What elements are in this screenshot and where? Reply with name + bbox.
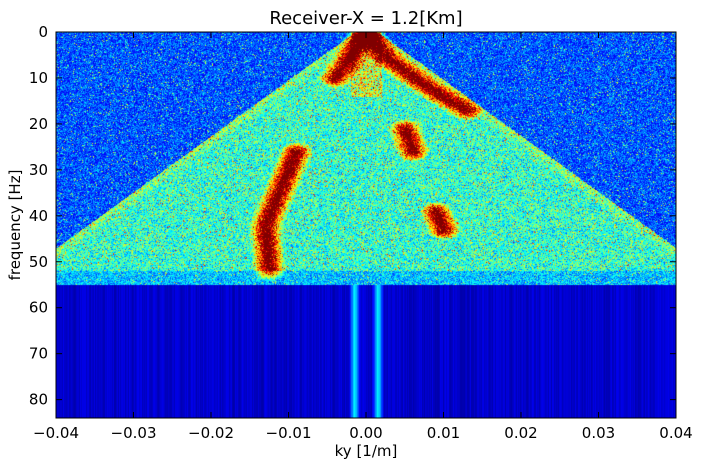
y-ticks: 0 10 20 30 40 50 60 70 80 <box>29 23 676 409</box>
x-tick-label: 0.01 <box>427 424 460 442</box>
x-tick-label: 0.02 <box>504 424 537 442</box>
x-tick-label: −0.04 <box>33 424 79 442</box>
x-tick-label: −0.03 <box>111 424 157 442</box>
x-axis-label: ky [1/m] <box>335 442 398 460</box>
y-tick-label: 30 <box>29 161 48 179</box>
heatmap-image <box>56 32 676 418</box>
y-tick-label: 50 <box>29 253 48 271</box>
y-tick-label: 70 <box>29 345 48 363</box>
y-tick-label: 40 <box>29 207 48 225</box>
chart-title: Receiver-X = 1.2[Km] <box>269 8 462 29</box>
y-axis-label: frequency [Hz] <box>6 170 24 281</box>
y-tick-label: 10 <box>29 69 48 87</box>
heatmap-canvas <box>56 32 676 418</box>
x-tick-label: −0.02 <box>188 424 234 442</box>
plot-area <box>55 31 677 419</box>
y-tick-label: 20 <box>29 115 48 133</box>
x-ticks: −0.04 −0.03 −0.02 −0.01 0.00 0.01 0.02 0.03 0.04 <box>33 32 693 442</box>
x-tick-label: 0.03 <box>582 424 615 442</box>
x-tick-label: 0.00 <box>349 424 382 442</box>
y-tick-label: 0 <box>38 23 48 41</box>
x-tick-label: −0.01 <box>266 424 312 442</box>
y-tick-label: 60 <box>29 299 48 317</box>
y-tick-label: 80 <box>29 391 48 409</box>
x-tick-label: 0.04 <box>659 424 692 442</box>
